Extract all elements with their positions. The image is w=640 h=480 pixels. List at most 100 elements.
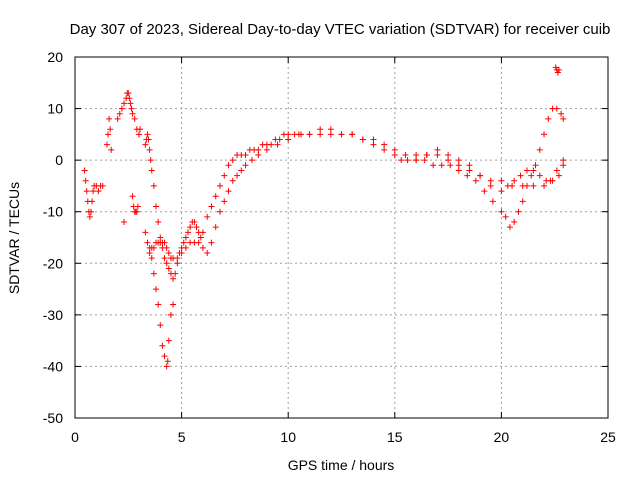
data-point <box>498 208 505 215</box>
chart-title: Day 307 of 2023, Sidereal Day-to-day VTE… <box>70 21 611 38</box>
data-point <box>248 157 255 164</box>
data-point <box>523 167 530 174</box>
data-point <box>83 188 90 195</box>
data-point <box>515 208 522 215</box>
data-point <box>455 157 462 164</box>
data-point <box>327 131 334 138</box>
data-point <box>234 172 241 179</box>
data-point <box>560 115 567 122</box>
data-point <box>552 64 559 71</box>
data-point <box>391 151 398 158</box>
series-track-a <box>142 105 567 282</box>
series-track-d <box>413 146 567 195</box>
data-point <box>229 157 236 164</box>
data-point <box>212 224 219 231</box>
data-point <box>434 151 441 158</box>
y-tick-labels: -50 -40 -30 -20 -10 0 10 20 <box>43 49 63 426</box>
data-point <box>90 188 97 195</box>
data-point <box>82 177 89 184</box>
data-point <box>370 141 377 148</box>
data-point <box>268 141 275 148</box>
x-tick-label: 0 <box>71 429 79 445</box>
data-point <box>125 90 132 97</box>
data-point <box>554 69 561 76</box>
data-point <box>145 136 152 143</box>
data-point <box>153 203 160 210</box>
data-point <box>144 131 151 138</box>
data-point <box>555 172 562 179</box>
data-point <box>172 270 179 277</box>
series-early-cluster <box>81 115 115 220</box>
data-point <box>466 167 473 174</box>
data-point <box>545 115 552 122</box>
data-point <box>128 105 135 112</box>
data-point <box>434 146 441 153</box>
data-point <box>242 151 249 158</box>
data-point <box>391 146 398 153</box>
data-point <box>178 249 185 256</box>
data-point <box>558 110 565 117</box>
data-point <box>370 136 377 143</box>
series-peak-2h <box>114 90 144 226</box>
data-point <box>81 167 88 174</box>
data-point <box>511 219 518 226</box>
data-point <box>276 136 283 143</box>
data-point <box>517 172 524 179</box>
data-point <box>131 115 138 122</box>
data-point <box>137 126 144 133</box>
data-point <box>163 244 170 251</box>
data-point <box>285 136 292 143</box>
data-point <box>317 131 324 138</box>
data-point <box>212 193 219 200</box>
y-tick-label: 20 <box>47 49 63 65</box>
data-point <box>204 249 211 256</box>
data-point <box>144 239 151 246</box>
x-tick-label: 10 <box>280 429 296 445</box>
data-point <box>255 146 262 153</box>
data-point <box>147 157 154 164</box>
data-point <box>142 141 149 148</box>
data-point <box>191 219 198 226</box>
data-point <box>229 177 236 184</box>
data-point <box>263 146 270 153</box>
data-point <box>157 322 164 329</box>
data-point <box>553 167 560 174</box>
data-point <box>541 182 548 189</box>
data-point <box>221 198 228 205</box>
data-point <box>402 151 409 158</box>
data-point <box>555 66 562 73</box>
data-point <box>225 188 232 195</box>
data-point <box>455 167 462 174</box>
data-point <box>199 244 206 251</box>
data-point <box>114 115 121 122</box>
data-point <box>530 182 537 189</box>
data-point <box>107 126 114 133</box>
data-point <box>116 110 123 117</box>
data-point <box>532 162 539 169</box>
data-point <box>163 363 170 370</box>
data-point <box>306 131 313 138</box>
data-point <box>155 301 162 308</box>
data-point <box>89 198 96 205</box>
data-point <box>165 265 172 272</box>
data-point <box>511 177 518 184</box>
data-point <box>108 146 115 153</box>
data-point <box>445 151 452 158</box>
data-point <box>455 162 462 169</box>
x-tick-label: 25 <box>600 429 616 445</box>
data-point <box>150 270 157 277</box>
data-point <box>148 167 155 174</box>
data-point <box>153 286 160 293</box>
axis-ticks <box>74 56 609 419</box>
data-point <box>216 182 223 189</box>
data-point <box>204 213 211 220</box>
data-point <box>530 167 537 174</box>
data-point <box>208 203 215 210</box>
y-tick-label: -30 <box>43 307 63 323</box>
x-tick-labels: 0 5 10 15 20 25 <box>71 429 616 445</box>
data-point <box>398 157 405 164</box>
plot-frame <box>74 56 609 419</box>
series-late-outliers <box>552 64 562 76</box>
data-point <box>543 177 550 184</box>
